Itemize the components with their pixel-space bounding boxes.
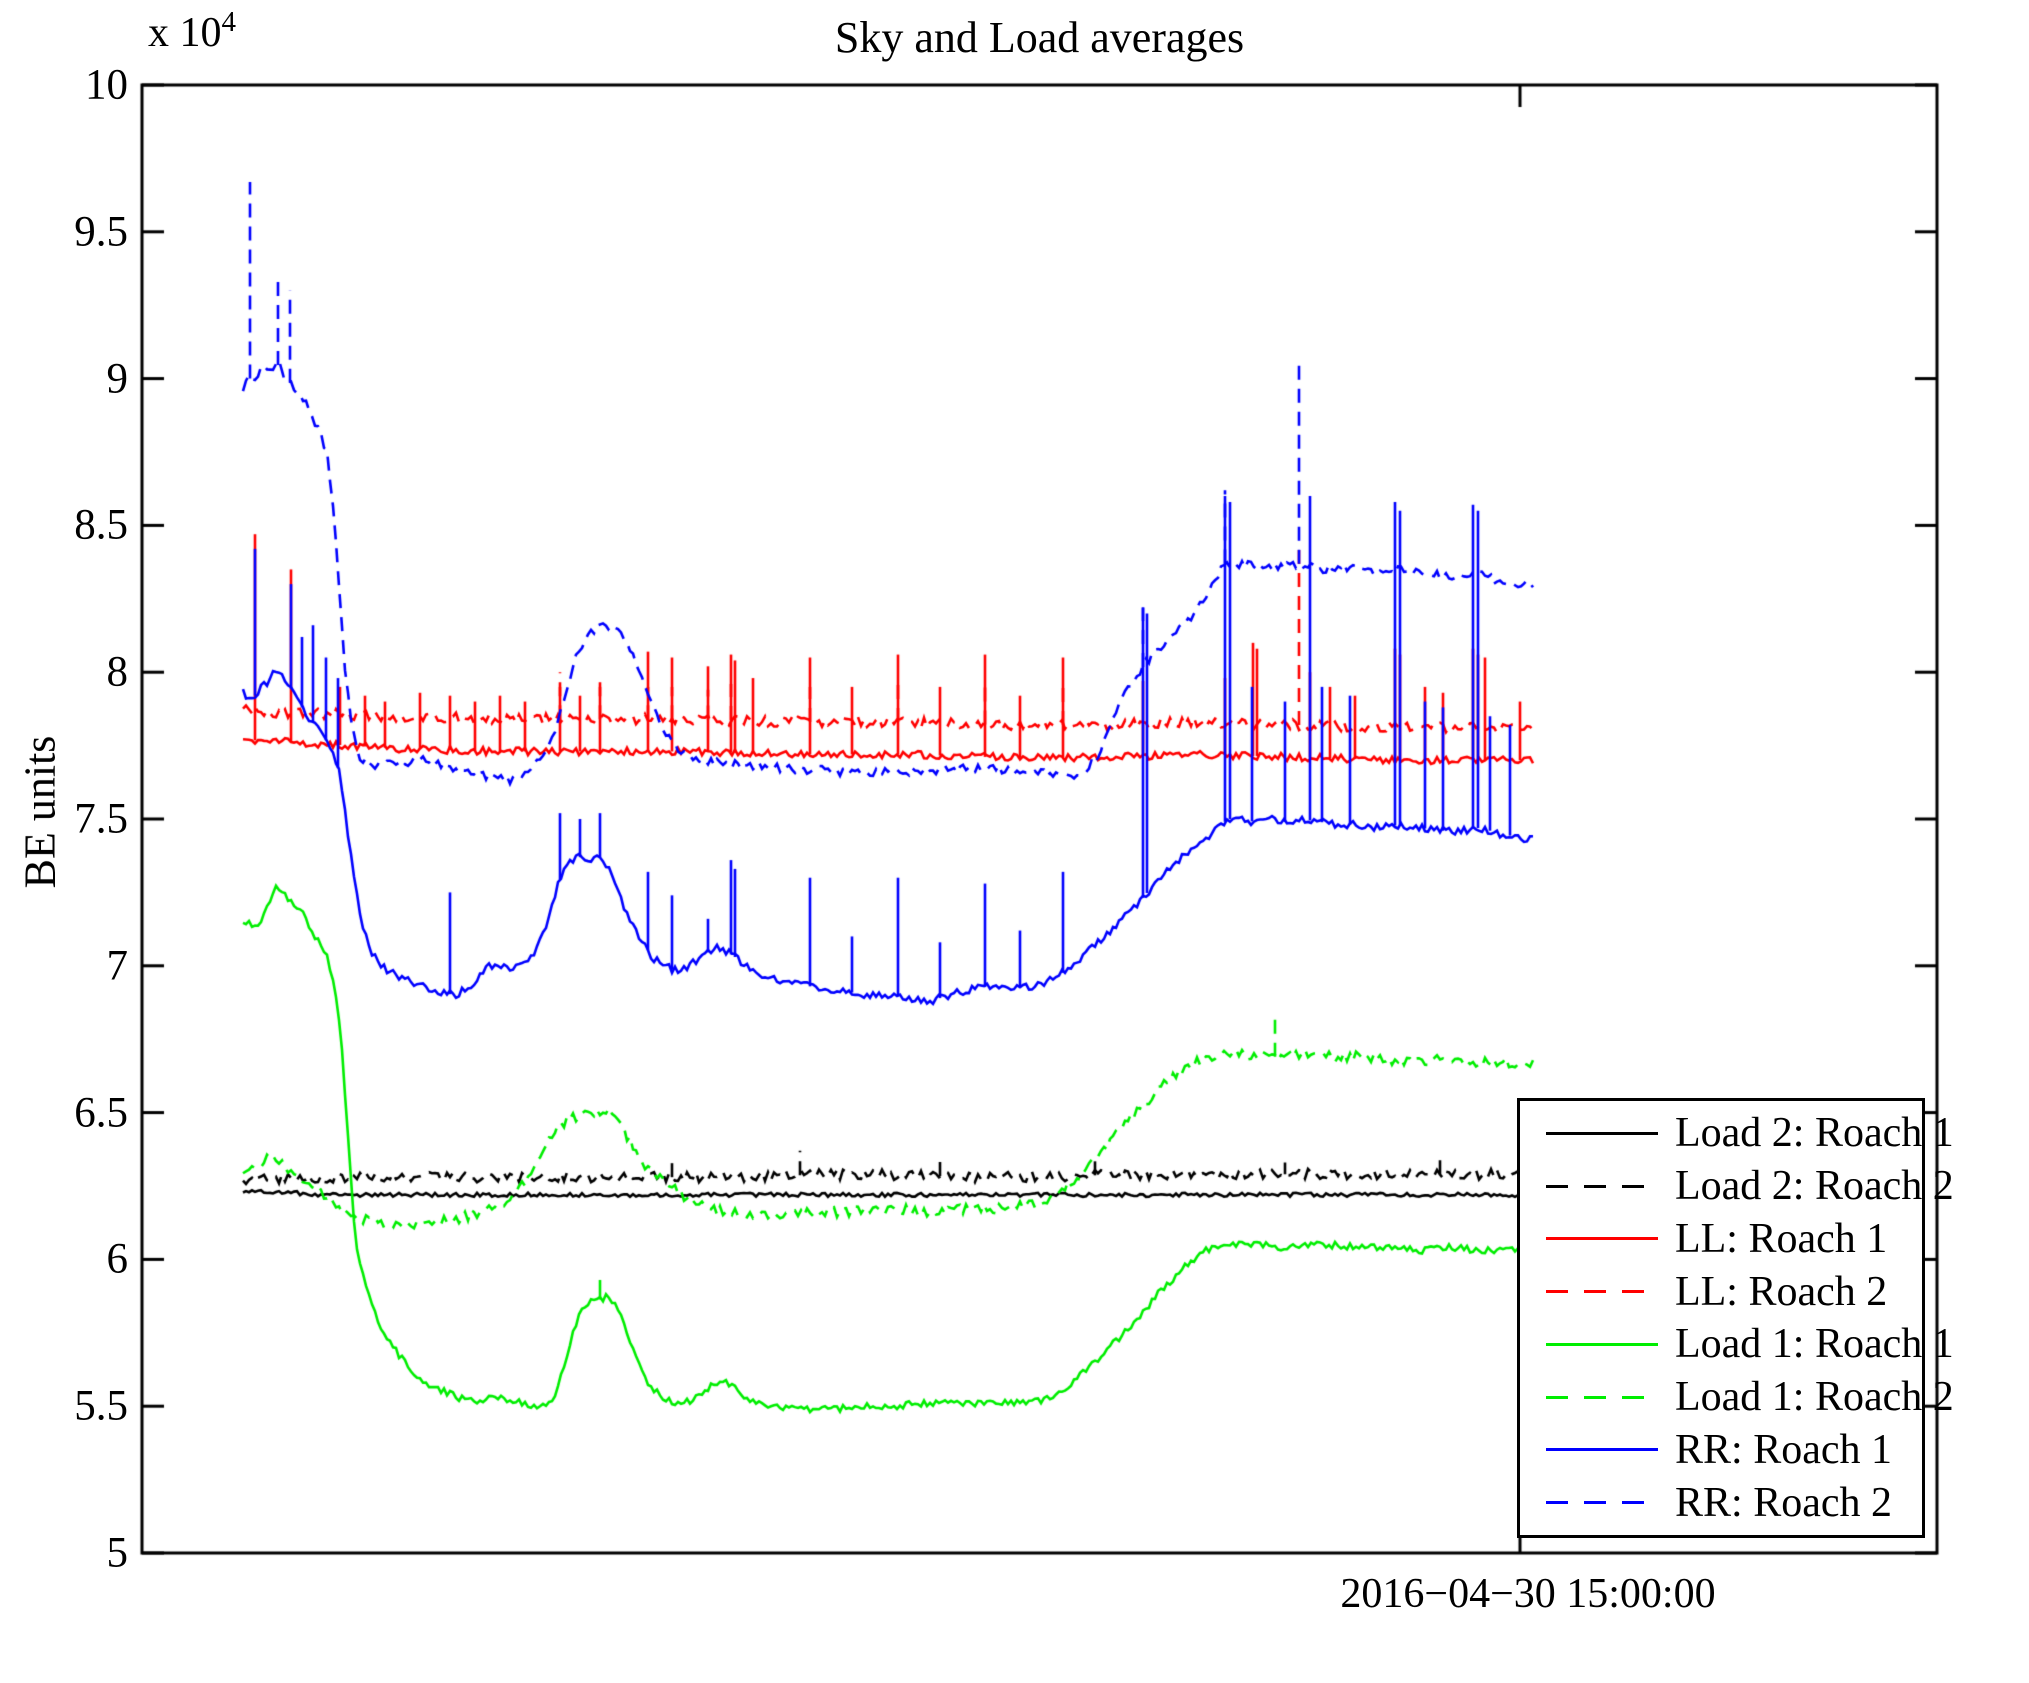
legend-item-label: Load 1: Roach 2 bbox=[1675, 1374, 1954, 1421]
legend-line-sample-solid bbox=[1546, 1448, 1658, 1452]
legend-item-label: RR: Roach 1 bbox=[1675, 1426, 1892, 1473]
legend-line-sample-dashed bbox=[1546, 1395, 1658, 1399]
y-tick-label: 6 bbox=[106, 1235, 129, 1283]
legend-item-label: Load 1: Roach 1 bbox=[1675, 1321, 1954, 1368]
legend-item: Load 1: Roach 1 bbox=[1520, 1318, 1954, 1370]
y-tick-label: 6.5 bbox=[74, 1089, 128, 1137]
legend-item: LL: Roach 1 bbox=[1520, 1213, 1922, 1265]
y-tick-label: 9 bbox=[106, 355, 129, 403]
legend-item: LL: Roach 2 bbox=[1520, 1266, 1922, 1318]
legend-line-sample-dashed bbox=[1546, 1184, 1658, 1188]
legend-item-label: RR: Roach 2 bbox=[1675, 1479, 1892, 1526]
legend-item-label: LL: Roach 1 bbox=[1675, 1215, 1888, 1262]
y-tick-label: 5 bbox=[106, 1529, 129, 1577]
y-tick-label: 7 bbox=[106, 942, 129, 990]
legend-line-sample-solid bbox=[1546, 1342, 1658, 1346]
y-tick-label: 10 bbox=[85, 61, 128, 109]
legend-item-label: Load 2: Roach 1 bbox=[1675, 1110, 1954, 1157]
y-tick-label: 5.5 bbox=[74, 1382, 128, 1430]
legend-item: Load 1: Roach 2 bbox=[1520, 1371, 1954, 1423]
legend-item-label: LL: Roach 2 bbox=[1675, 1268, 1888, 1315]
x-tick-label: 2016−04−30 15:00:00 bbox=[1340, 1571, 1716, 1617]
legend-item: RR: Roach 2 bbox=[1520, 1477, 1922, 1529]
y-axis-exponent-label: x 104 bbox=[148, 6, 236, 57]
y-tick-label: 8.5 bbox=[74, 501, 128, 549]
y-tick-label: 9.5 bbox=[74, 208, 128, 256]
legend-line-sample-dashed bbox=[1546, 1290, 1658, 1294]
legend-item-label: Load 2: Roach 2 bbox=[1675, 1163, 1954, 1210]
legend-line-sample-dashed bbox=[1546, 1501, 1658, 1505]
legend-item: RR: Roach 1 bbox=[1520, 1424, 1922, 1476]
legend: Load 2: Roach 1 Load 2: Roach 2 LL: Roach … bbox=[1517, 1098, 1954, 1538]
y-axis-exponent-power: 4 bbox=[221, 6, 237, 38]
chart-title: Sky and Load averages bbox=[834, 13, 1245, 62]
legend-line-sample-solid bbox=[1546, 1131, 1658, 1135]
y-tick-label: 8 bbox=[106, 648, 129, 696]
legend-item: Load 2: Roach 1 bbox=[1520, 1107, 1954, 1159]
y-tick-label: 7.5 bbox=[74, 795, 128, 843]
y-axis-exponent-prefix: x 10 bbox=[148, 10, 222, 56]
legend-item: Load 2: Roach 2 bbox=[1520, 1160, 1954, 1212]
legend-line-sample-solid bbox=[1546, 1237, 1658, 1241]
